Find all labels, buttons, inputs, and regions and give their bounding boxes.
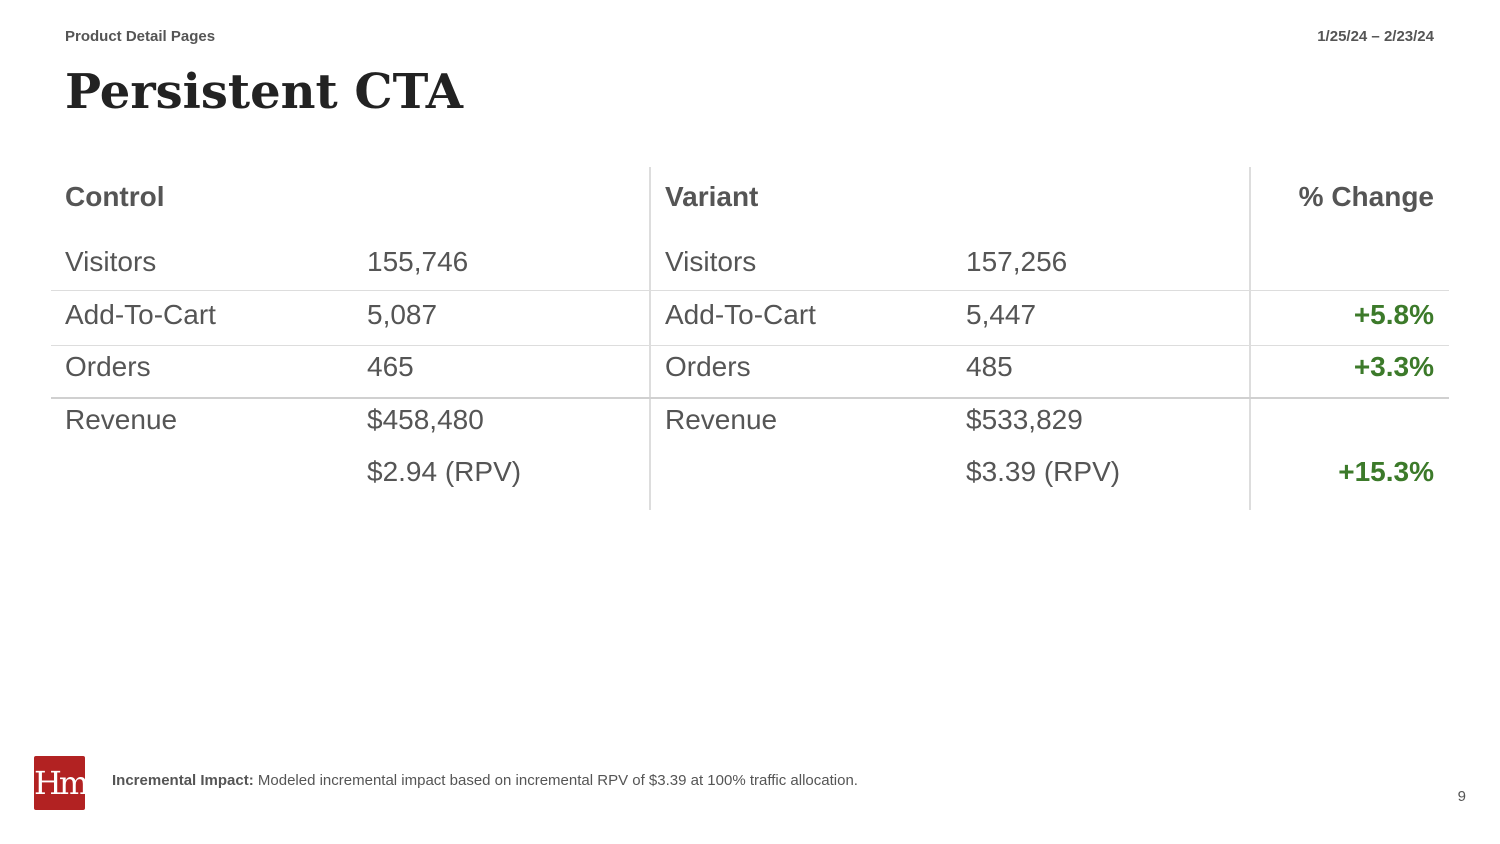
control-label: Revenue — [65, 404, 178, 435]
row-divider — [51, 345, 1449, 346]
column-divider — [649, 167, 651, 510]
row-divider — [51, 397, 1449, 399]
control-value: 465 — [367, 351, 414, 382]
control-value: $2.94 (RPV) — [367, 456, 522, 487]
column-header: % Change — [1298, 181, 1434, 212]
variant-value: $533,829 — [966, 404, 1083, 435]
column-header: Variant — [665, 181, 759, 212]
footnote-label: Incremental Impact: — [112, 772, 254, 789]
date-range: 1/25/24 – 2/23/24 — [1317, 28, 1434, 45]
control-value: $458,480 — [367, 404, 484, 435]
footnote-text: Modeled incremental impact based on incr… — [257, 772, 858, 789]
variant-value: $3.39 (RPV) — [966, 456, 1121, 487]
column-divider — [1249, 167, 1251, 510]
control-label: Orders — [65, 351, 151, 382]
variant-label: Add-To-Cart — [665, 299, 816, 330]
change: +5.8% — [1353, 299, 1434, 330]
variant-label: Revenue — [665, 404, 778, 435]
variant-label: Visitors — [665, 246, 757, 277]
control-label: Visitors — [65, 246, 157, 277]
section-label: Product Detail Pages — [65, 28, 216, 45]
variant-value: 157,256 — [966, 246, 1068, 277]
control-label: Add-To-Cart — [65, 299, 216, 330]
control-value: 155,746 — [367, 246, 469, 277]
change: +15.3% — [1338, 456, 1434, 487]
logo: Hm — [34, 756, 89, 810]
footnote: Incremental Impact: Modeled incremental … — [112, 772, 858, 789]
variant-value: 485 — [966, 351, 1013, 382]
page-number: 9 — [1457, 788, 1466, 805]
change: +3.3% — [1353, 351, 1434, 382]
variant-label: Orders — [665, 351, 751, 382]
control-value: 5,087 — [367, 299, 438, 330]
column-header: Control — [65, 181, 165, 212]
slide-title: Persistent CTA — [65, 64, 463, 120]
row-divider — [51, 290, 1449, 291]
variant-value: 5,447 — [966, 299, 1037, 330]
